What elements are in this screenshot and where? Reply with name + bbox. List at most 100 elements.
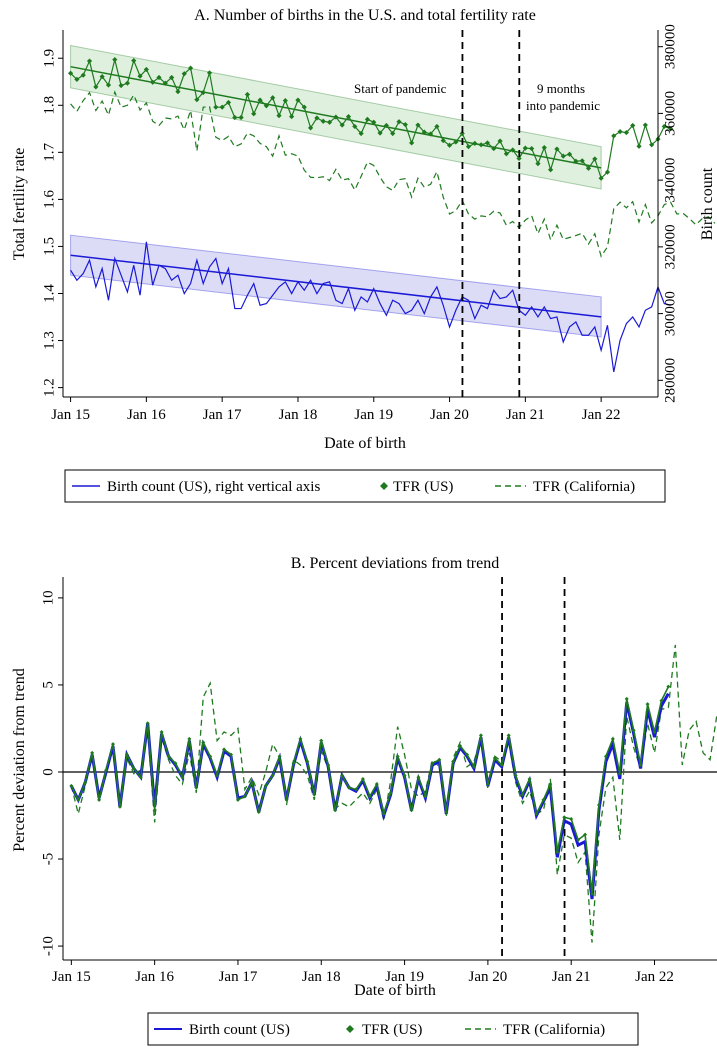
data-point-b-tfr-us-85 <box>659 698 664 703</box>
data-point-b-tfr-us-35 <box>312 792 317 797</box>
legend-a-tfr-us-label: TFR (US) <box>393 479 453 495</box>
data-point-tfr-us-48 <box>371 119 377 125</box>
data-point-tfr-us-79 <box>566 151 573 157</box>
y-tick-label-b-5: 5 <box>40 681 56 689</box>
x-tick-label-jan-17: Jan 17 <box>203 407 242 423</box>
data-point-tfr-us-72 <box>522 145 528 151</box>
data-point-b-tfr-us-32 <box>291 761 296 766</box>
y-tick-label-b-5: -5 <box>40 853 56 866</box>
data-point-tfr-us-10 <box>131 57 137 64</box>
x-tick-label-jan-18: Jan 18 <box>279 407 318 423</box>
data-point-tfr-us-86 <box>611 133 617 139</box>
data-point-b-tfr-us-60 <box>485 782 490 787</box>
x-tick-label-jan-15: Jan 15 <box>51 407 90 423</box>
annotation-9-months-line2: into pandemic <box>526 98 600 113</box>
data-point-tfr-us-76 <box>548 167 554 173</box>
data-point-tfr-us-67 <box>491 145 497 152</box>
data-point-b-tfr-us-15 <box>173 761 178 766</box>
data-point-b-tfr-us-64 <box>513 773 518 778</box>
data-point-tfr-us-18 <box>181 71 187 77</box>
data-point-b-tfr-us-10 <box>138 775 143 780</box>
data-point-tfr-us-34 <box>282 97 288 104</box>
data-point-b-tfr-us-0 <box>69 783 74 788</box>
panel-a-title: A. Number of births in the U.S. and tota… <box>194 7 536 24</box>
y2-tick-label-320000: 320000 <box>662 224 678 269</box>
data-point-b-tfr-us-20 <box>208 754 213 759</box>
data-point-b-tfr-us-26 <box>249 780 254 785</box>
data-point-tfr-us-42 <box>333 114 339 120</box>
data-point-tfr-us-81 <box>579 158 585 164</box>
data-point-b-tfr-us-17 <box>187 736 192 741</box>
data-point-tfr-us-92 <box>649 142 655 148</box>
annotation-start-of-pandemic: Start of pandemic <box>354 81 447 96</box>
data-point-b-tfr-us-8 <box>124 752 129 757</box>
data-point-tfr-us-35 <box>289 113 295 120</box>
data-point-b-tfr-us-5 <box>104 768 109 773</box>
data-point-b-tfr-us-9 <box>131 766 136 771</box>
data-point-b-tfr-us-68 <box>541 797 546 802</box>
data-point-b-tfr-us-18 <box>194 785 199 790</box>
data-point-b-tfr-us-37 <box>326 763 331 768</box>
data-point-tfr-us-63 <box>465 144 472 150</box>
x-tick-label-jan-20: Jan 20 <box>430 407 469 423</box>
data-point-b-tfr-us-54 <box>444 810 449 815</box>
data-point-b-tfr-us-69 <box>548 782 553 787</box>
y-tick-label-1-6: 1.6 <box>41 190 57 209</box>
x-tick-label-jan-21: Jan 21 <box>506 407 545 423</box>
data-point-b-tfr-us-29 <box>270 773 275 778</box>
data-point-tfr-us-84 <box>598 175 604 181</box>
data-point-b-tfr-us-34 <box>305 759 310 764</box>
x-tick-label-b-jan-19: Jan 19 <box>385 969 424 985</box>
panel-a-pandemic-lines <box>461 30 521 397</box>
data-point-tfr-us-14 <box>156 74 162 81</box>
data-point-tfr-us-75 <box>541 145 547 151</box>
data-point-tfr-us-56 <box>421 129 427 135</box>
legend-b-tfr-us-swatch <box>346 1025 354 1033</box>
data-point-b-tfr-us-67 <box>534 811 539 816</box>
data-point-tfr-us-69 <box>503 151 509 157</box>
data-point-tfr-us-22 <box>206 70 213 76</box>
data-point-tfr-us-82 <box>585 165 592 171</box>
data-point-b-tfr-us-46 <box>388 790 393 795</box>
data-point-tfr-us-83 <box>592 156 598 162</box>
data-point-tfr-us-55 <box>415 122 421 128</box>
data-point-tfr-us-16 <box>169 74 175 81</box>
y-tick-label-1-4: 1.4 <box>41 284 57 303</box>
panel-b-plot-area <box>63 577 717 960</box>
y2-tick-label-300000: 300000 <box>662 291 678 336</box>
data-point-tfr-us-89 <box>630 122 636 129</box>
panel-a-x-axis-label: Date of birth <box>324 435 406 452</box>
legend-b-birth-count-label: Birth count (US) <box>189 1022 290 1038</box>
data-point-b-tfr-us-4 <box>97 797 102 802</box>
data-point-tfr-us-80 <box>573 158 579 164</box>
data-point-b-tfr-us-80 <box>624 696 629 701</box>
data-point-b-tfr-us-24 <box>235 797 240 802</box>
data-point-tfr-us-47 <box>364 116 371 122</box>
data-point-b-tfr-us-13 <box>159 729 164 734</box>
data-point-tfr-us-45 <box>352 123 358 130</box>
data-point-tfr-us-61 <box>453 139 459 145</box>
data-point-tfr-us-11 <box>137 73 143 79</box>
panel-b-legend: Birth count (US) TFR (US) TFR (Californi… <box>147 1012 639 1046</box>
y-tick-label-1-3: 1.3 <box>41 331 57 350</box>
x-tick-label-b-jan-15: Jan 15 <box>52 969 91 985</box>
data-point-tfr-us-19 <box>187 65 194 71</box>
data-point-tfr-us-65 <box>478 142 484 148</box>
data-point-b-tfr-us-25 <box>242 794 247 799</box>
x-tick-label-jan-16: Jan 16 <box>127 407 166 423</box>
data-point-tfr-us-17 <box>175 89 181 95</box>
data-point-b-tfr-us-75 <box>590 891 595 896</box>
data-point-tfr-us-53 <box>402 121 408 128</box>
data-point-tfr-us-58 <box>434 123 440 130</box>
data-point-b-tfr-us-33 <box>298 736 303 741</box>
data-point-b-tfr-us-7 <box>117 804 122 809</box>
panel-b-y-axis-label: Percent deviation from trend <box>11 668 28 852</box>
legend-b-tfr-ca-label: TFR (California) <box>503 1022 605 1038</box>
data-point-b-tfr-us-62 <box>499 763 504 768</box>
data-point-b-tfr-us-50 <box>416 775 421 780</box>
series-line-b-tfr-us <box>70 686 670 894</box>
data-point-b-tfr-us-19 <box>201 740 206 745</box>
data-point-tfr-us-44 <box>345 113 352 120</box>
legend-a-tfr-ca-label: TFR (California) <box>533 479 635 495</box>
panel-a-legend: Birth count (US), right vertical axis TF… <box>64 469 666 503</box>
